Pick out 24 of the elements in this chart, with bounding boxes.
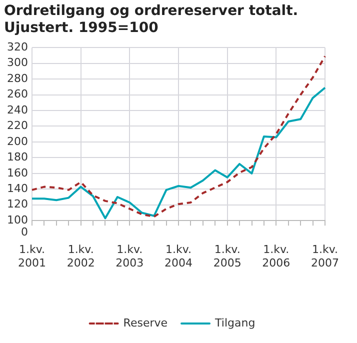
y-tick-label: 240 [6,103,28,116]
y-tick-label: 180 [6,150,28,164]
chart-title: Ordretilgang og ordrereserver totalt. Ujustert. 1995=100 [3,2,300,37]
x-tick-label: 1.kv. 2003 [116,243,144,270]
y-tick-label: 280 [6,72,28,85]
y-tick-label: 120 [6,198,28,211]
legend-label: Tilgang [214,316,256,330]
x-tick-label: 1.kv. 2002 [66,243,95,270]
y-tick-label: 320 [6,40,28,54]
legend-label: Reserve [123,316,168,330]
y-tick-label: 260 [6,88,28,101]
x-tick-label: 1.kv. 2001 [18,243,46,270]
y-tick-label: 100 [6,213,28,226]
line-series [30,55,326,218]
y-tick-label: 160 [6,166,28,180]
y-tick-label: 220 [6,119,28,132]
x-tick-label: 1.kv. 2006 [262,243,290,270]
y-tick-label: 140 [6,182,28,196]
x-tick-label: 1.kv. 2004 [164,243,192,270]
y-tick-label: 200 [6,134,28,148]
x-tick-label: 1.kv. 2007 [311,243,340,270]
x-tick-label: 1.kv. 2005 [213,243,242,270]
text: 0 [20,225,28,238]
y-tick-label: 300 [6,56,28,70]
